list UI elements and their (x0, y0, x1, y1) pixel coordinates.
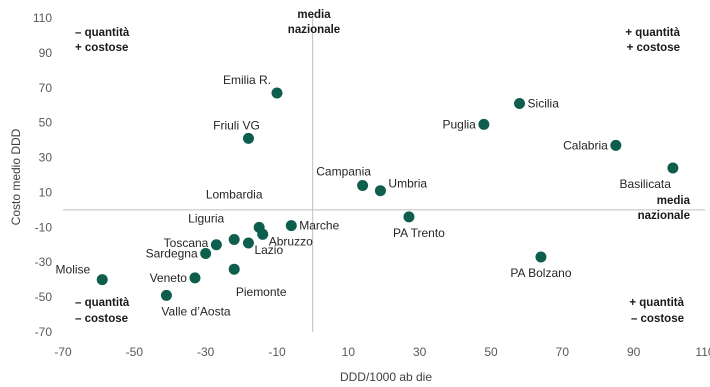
x-axis-title: DDD/1000 ab die (340, 370, 432, 384)
point-puglia (478, 118, 490, 130)
x-tick-label: 70 (556, 345, 570, 359)
point-marche (285, 220, 297, 232)
data-points (96, 87, 679, 301)
y-tick-label: 50 (39, 116, 53, 130)
point-basilicata (667, 162, 679, 174)
point-labels: Emilia R. Friuli VG Sicilia Puglia Calabria B… (56, 73, 672, 318)
y-tick-label: 90 (39, 46, 53, 60)
point-emilia-r (271, 87, 283, 99)
y-tick-label: -10 (35, 220, 53, 234)
point-campania (357, 179, 369, 191)
quadrant-bottom-left-line1: – quantità (75, 297, 130, 309)
label-lombardia: Lombardia (206, 187, 263, 201)
quadrant-bottom-left-line2: – costose (75, 313, 128, 325)
point-abruzzo (257, 228, 269, 240)
label-toscana: Toscana (164, 236, 209, 250)
media-nazionale-top-line2: nazionale (288, 24, 340, 36)
quadrant-top-right-line2: + costose (627, 42, 680, 54)
label-sicilia: Sicilia (528, 96, 560, 110)
point-lazio (242, 237, 254, 249)
x-tick-label: -50 (126, 345, 144, 359)
x-tick-label: 90 (627, 345, 641, 359)
y-axis-title: Costo medio DDD (9, 128, 23, 225)
label-puglia: Puglia (443, 117, 477, 131)
quadrant-bottom-right-line2: – costose (631, 313, 684, 325)
quadrant-top-left-line1: – quantità (75, 27, 130, 39)
x-tick-label: 50 (484, 345, 498, 359)
label-umbria: Umbria (388, 177, 427, 191)
reference-lines (63, 14, 705, 332)
point-pa-trento (403, 211, 415, 223)
x-tick-label: 30 (413, 345, 427, 359)
y-tick-label: 30 (39, 151, 53, 165)
y-tick-label: -70 (35, 325, 53, 339)
label-abruzzo: Abruzzo (269, 234, 313, 248)
media-nazionale-right-line2: nazionale (638, 210, 690, 222)
media-nazionale-right-line1: media (657, 195, 691, 207)
x-tick-label: 110 (695, 345, 710, 359)
label-valle-d-aosta: Valle d’Aosta (161, 304, 230, 318)
point-veneto (189, 272, 201, 284)
label-calabria: Calabria (563, 138, 608, 152)
tick-labels: -70 -50 -30 -10 10 30 50 70 90 110 110 90 70 50 30 10 -1… (33, 11, 710, 359)
quadrant-top-right-line1: + quantità (625, 27, 680, 39)
label-basilicata: Basilicata (620, 177, 672, 191)
point-sardegna (200, 248, 212, 259)
point-liguria (228, 234, 240, 246)
label-veneto: Veneto (150, 271, 188, 285)
label-sardegna: Sardegna (146, 247, 198, 261)
quadrant-top-left-line2: + costose (75, 42, 128, 54)
label-lazio: Lazio (254, 243, 283, 257)
x-tick-label: 10 (342, 345, 356, 359)
point-pa-bolzano (535, 251, 547, 263)
point-toscana (210, 239, 222, 251)
label-molise: Molise (56, 263, 91, 277)
point-molise (96, 274, 108, 286)
point-calabria (610, 139, 622, 151)
x-tick-label: -30 (197, 345, 215, 359)
label-pa-bolzano: PA Bolzano (510, 266, 571, 280)
media-nazionale-top-line1: media (297, 9, 331, 21)
label-campania: Campania (316, 164, 371, 178)
y-tick-label: 10 (39, 185, 53, 199)
point-piemonte (228, 263, 240, 275)
point-umbria (374, 185, 386, 197)
y-tick-label: 70 (39, 81, 53, 95)
label-emilia-r: Emilia R. (223, 73, 271, 87)
label-pa-trento: PA Trento (393, 226, 445, 240)
quadrant-bottom-right-line1: + quantità (629, 297, 684, 309)
label-liguria: Liguria (188, 212, 224, 226)
y-tick-label: -50 (35, 290, 53, 304)
point-sicilia (514, 97, 526, 109)
label-piemonte: Piemonte (236, 285, 287, 299)
label-friuli-vg: Friuli VG (213, 118, 260, 132)
x-tick-label: -70 (54, 345, 72, 359)
y-tick-label: -30 (35, 255, 53, 269)
point-friuli-vg (242, 132, 254, 144)
point-valle-d-aosta (160, 289, 172, 301)
y-tick-label: 110 (33, 11, 52, 25)
label-marche: Marche (299, 219, 339, 233)
x-tick-label: -10 (268, 345, 286, 359)
